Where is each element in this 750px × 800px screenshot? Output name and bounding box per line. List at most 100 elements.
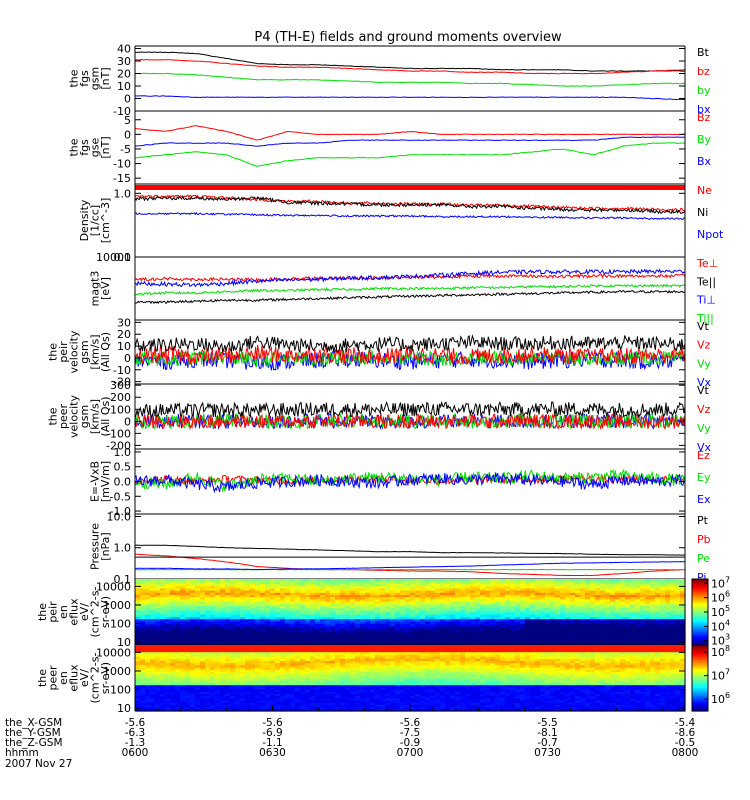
spectrogram-cell <box>275 689 281 692</box>
spectrogram-cell <box>160 656 166 659</box>
spectrogram-cell <box>405 638 411 642</box>
spectrogram-cell <box>520 601 526 604</box>
spectrogram-cell <box>160 675 166 679</box>
spectrogram-cell <box>360 695 366 699</box>
spectrogram-cell <box>165 607 171 611</box>
spectrogram-cell <box>325 627 331 631</box>
spectrogram-cell <box>155 660 161 664</box>
spectrogram-cell <box>360 581 366 584</box>
spectrogram-cell <box>480 605 486 609</box>
spectrogram-cell <box>135 594 141 598</box>
spectrogram-cell <box>630 594 636 598</box>
spectrogram-cell <box>650 581 656 584</box>
spectrogram-cell <box>520 590 526 593</box>
spectrogram-cell <box>200 605 206 609</box>
spectrogram-cell <box>300 689 306 692</box>
spectrogram-cell <box>170 693 176 697</box>
spectrogram-cell <box>250 607 256 611</box>
spectrogram-cell <box>375 629 381 633</box>
spectrogram-cell <box>330 678 336 681</box>
spectrogram-cell <box>140 636 146 639</box>
spectrogram-cell <box>625 603 631 606</box>
spectrogram-cell <box>380 609 386 613</box>
spectrogram-cell <box>255 579 261 582</box>
spectrogram-cell <box>490 638 496 642</box>
spectrogram-cell <box>270 618 276 622</box>
spectrogram-cell <box>200 702 206 705</box>
spectrogram-cell <box>295 612 301 615</box>
spectrogram-cell <box>180 697 186 701</box>
spectrogram-cell <box>325 594 331 598</box>
spectrogram-cell <box>220 618 226 622</box>
spectrogram-cell <box>525 579 531 582</box>
spectrogram-cell <box>495 640 501 644</box>
colorbar-cell <box>692 610 708 613</box>
spectrogram-cell <box>470 594 476 598</box>
colorbar-cell <box>692 607 708 610</box>
spectrogram-cell <box>525 634 531 637</box>
spectrogram-cell <box>250 592 256 595</box>
spectrogram-cell <box>580 618 586 622</box>
spectrogram-cell <box>140 585 146 589</box>
spectrogram-cell <box>660 585 666 589</box>
spectrogram-cell <box>300 682 306 686</box>
spectrogram-cell <box>235 645 241 648</box>
spectrogram-cell <box>350 656 356 659</box>
spectrogram-cell <box>465 612 471 615</box>
spectrogram-cell <box>640 631 646 635</box>
spectrogram-cell <box>165 627 171 631</box>
series-1-By <box>135 142 685 167</box>
colorbar-cell <box>692 593 708 597</box>
spectrogram-cell <box>380 601 386 604</box>
spectrogram-cell <box>235 585 241 589</box>
spectrogram-cell <box>475 598 481 602</box>
spectrogram-cell <box>570 603 576 606</box>
spectrogram-cell <box>380 634 386 637</box>
spectrogram-cell <box>345 700 351 703</box>
spectrogram-cell <box>330 673 336 677</box>
spectrogram-cell <box>290 598 296 602</box>
spectrogram-cell <box>275 704 281 708</box>
spectrogram-cell <box>510 601 516 604</box>
spectrogram-cell <box>365 598 371 602</box>
spectrogram-cell <box>310 647 316 650</box>
spectrogram-cell <box>150 623 156 626</box>
spectrogram-cell <box>520 609 526 613</box>
spectrogram-cell <box>330 636 336 639</box>
spectrogram-cell <box>355 634 361 637</box>
spectrogram-cell <box>255 660 261 664</box>
spectrogram-cell <box>505 590 511 593</box>
spectrogram-cell <box>185 647 191 650</box>
spectrogram-cell <box>580 605 586 609</box>
spectrogram-cell <box>285 689 291 692</box>
spectrogram-cell <box>410 616 416 620</box>
spectrogram-cell <box>495 607 501 611</box>
spectrogram-cell <box>430 629 436 633</box>
spectrogram-cell <box>590 638 596 642</box>
spectrogram-cell <box>335 605 341 609</box>
spectrogram-cell <box>405 609 411 613</box>
spectrogram-cell <box>235 612 241 615</box>
spectrogram-cell <box>230 585 236 589</box>
spectrogram-cell <box>320 642 326 646</box>
spectrogram-cell <box>260 592 266 595</box>
spectrogram-cell <box>150 603 156 606</box>
spectrogram-cell <box>375 587 381 591</box>
spectrogram-cell <box>460 581 466 584</box>
spectrogram-cell <box>230 706 236 710</box>
spectrogram-cell <box>300 651 306 655</box>
colorbar-cell <box>692 579 708 582</box>
spectrogram-cell <box>190 627 196 631</box>
spectrogram-cell <box>355 664 361 668</box>
spectrogram-cell <box>490 579 496 582</box>
spectrogram-cell <box>210 585 216 589</box>
spectrogram-cell <box>610 634 616 637</box>
ylabel-line-6-1: [mV/m] <box>99 461 112 502</box>
spectrogram-cell <box>155 651 161 655</box>
spectrogram-cell <box>235 680 241 683</box>
spectrogram-cell <box>255 612 261 615</box>
spectrogram-cell <box>165 623 171 626</box>
spectrogram-cell <box>340 647 346 650</box>
spectrogram-cell <box>300 700 306 703</box>
spectrogram-cell <box>420 640 426 644</box>
